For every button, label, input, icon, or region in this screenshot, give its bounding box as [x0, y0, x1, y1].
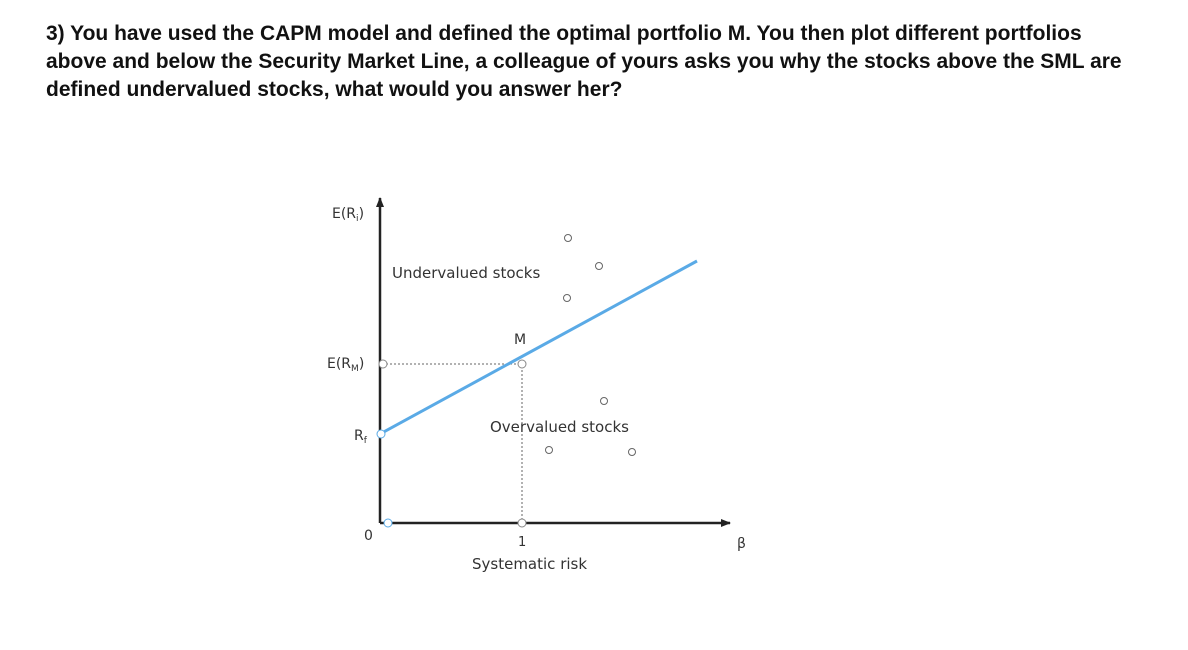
x-axis-title: Systematic risk: [472, 555, 587, 573]
x-axis-label: β: [737, 536, 746, 552]
erm-label: E(RM): [327, 356, 364, 374]
rf-marker: [376, 429, 386, 439]
market-portfolio-label: M: [514, 332, 526, 348]
undervalued-point: [563, 294, 571, 302]
overvalued-label: Overvalued stocks: [490, 418, 629, 436]
undervalued-point: [595, 262, 603, 270]
rf-label: Rf: [354, 428, 368, 446]
undervalued-label: Undervalued stocks: [392, 264, 540, 282]
beta-one-label: 1: [518, 535, 526, 550]
origin-marker: [383, 518, 393, 528]
overvalued-point: [545, 446, 553, 454]
origin-label: 0: [364, 528, 373, 544]
security-market-line: [379, 259, 698, 436]
y-axis-label: E(Ri): [332, 206, 364, 224]
market-portfolio-point: [517, 359, 527, 369]
erm-marker: [378, 359, 388, 369]
undervalued-point: [564, 234, 572, 242]
beta-one-marker: [517, 518, 527, 528]
question-text: 3) You have used the CAPM model and defi…: [46, 22, 1122, 101]
overvalued-point: [600, 397, 608, 405]
overvalued-point: [628, 448, 636, 456]
